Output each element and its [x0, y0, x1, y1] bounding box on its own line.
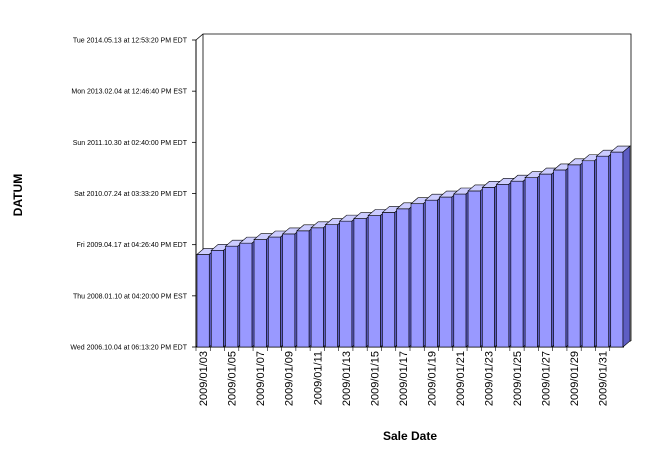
bar-front [553, 169, 567, 348]
x-tick-label: 2009/01/19 [426, 351, 438, 406]
x-tick-label: 2009/01/25 [512, 351, 524, 406]
y-tick-label: Sat 2010.07.24 at 03:33:20 PM EDT [74, 191, 188, 198]
bar-front [424, 199, 438, 348]
x-tick-label: 2009/01/15 [369, 351, 381, 406]
bar-front [367, 215, 381, 348]
x-tick-label: 2009/01/21 [455, 351, 467, 406]
bar-front [353, 218, 367, 348]
x-tick-label: 2009/01/13 [341, 351, 353, 406]
y-tick-label: Fri 2009.04.17 at 04:26:40 PM EDT [76, 242, 187, 249]
y-tick-label: Sun 2011.10.30 at 02:40:00 PM EDT [73, 140, 188, 147]
x-tick-label: 2009/01/11 [312, 351, 324, 405]
x-tick-label: 2009/01/03 [198, 351, 210, 406]
bar-front [482, 187, 495, 348]
x-tick-label: 2009/01/17 [398, 351, 410, 406]
bar-front [225, 245, 239, 348]
bar-front [439, 196, 453, 348]
bar-front [239, 242, 253, 348]
back-wall-edge [195, 33, 632, 341]
y-tick-label: Thu 2008.01.10 at 04:20:00 PM EST [73, 293, 188, 300]
bar-front [524, 177, 538, 348]
bar-front [567, 164, 581, 348]
bar-front [581, 160, 595, 348]
bar-front [396, 208, 410, 348]
bar-front [496, 183, 510, 348]
bar-front [467, 190, 481, 348]
x-tick-label: 2009/01/27 [541, 351, 553, 406]
y-tick-label: Wed 2006.10.04 at 06:13:20 PM EDT [70, 345, 187, 352]
x-tick-label: 2009/01/05 [227, 351, 239, 406]
bar-front [196, 254, 210, 348]
x-tick-label: 2009/01/09 [284, 351, 296, 406]
bar-side [622, 145, 631, 348]
bar-front [610, 151, 624, 348]
x-tick-label: 2009/01/23 [483, 351, 495, 406]
x-tick-label: 2009/01/29 [569, 351, 581, 406]
bar-front [510, 180, 524, 348]
bar-front [596, 155, 610, 348]
y-axis-title: DATUM [11, 174, 25, 216]
bar-front [268, 236, 281, 348]
bar-front [325, 224, 338, 348]
bar-front [282, 233, 296, 348]
bar-front [210, 249, 224, 348]
y-tick-label: Mon 2013.02.04 at 12:46:40 PM EST [71, 89, 187, 96]
bar-front [310, 227, 324, 348]
bar [609, 145, 631, 348]
x-tick-label: 2009/01/31 [598, 351, 610, 406]
bars [196, 145, 631, 348]
y-axis-ticks: Wed 2006.10.04 at 06:13:20 PM EDT Thu 200… [70, 38, 196, 352]
bar-front [539, 173, 552, 348]
y-tick-label: Tue 2014.05.13 at 12:53:20 PM EDT [73, 38, 188, 45]
bar-front [296, 230, 310, 348]
bar-front [339, 220, 353, 348]
bar-front [382, 212, 396, 348]
x-axis-ticks: 2009/01/03 2009/01/05 2009/01/07 2009/01/09… [195, 347, 611, 406]
bar-front [410, 203, 424, 348]
bar-front [253, 239, 267, 348]
bar-front [453, 193, 467, 348]
x-axis-title: Sale Date [383, 429, 437, 443]
x-tick-label: 2009/01/07 [255, 351, 267, 406]
